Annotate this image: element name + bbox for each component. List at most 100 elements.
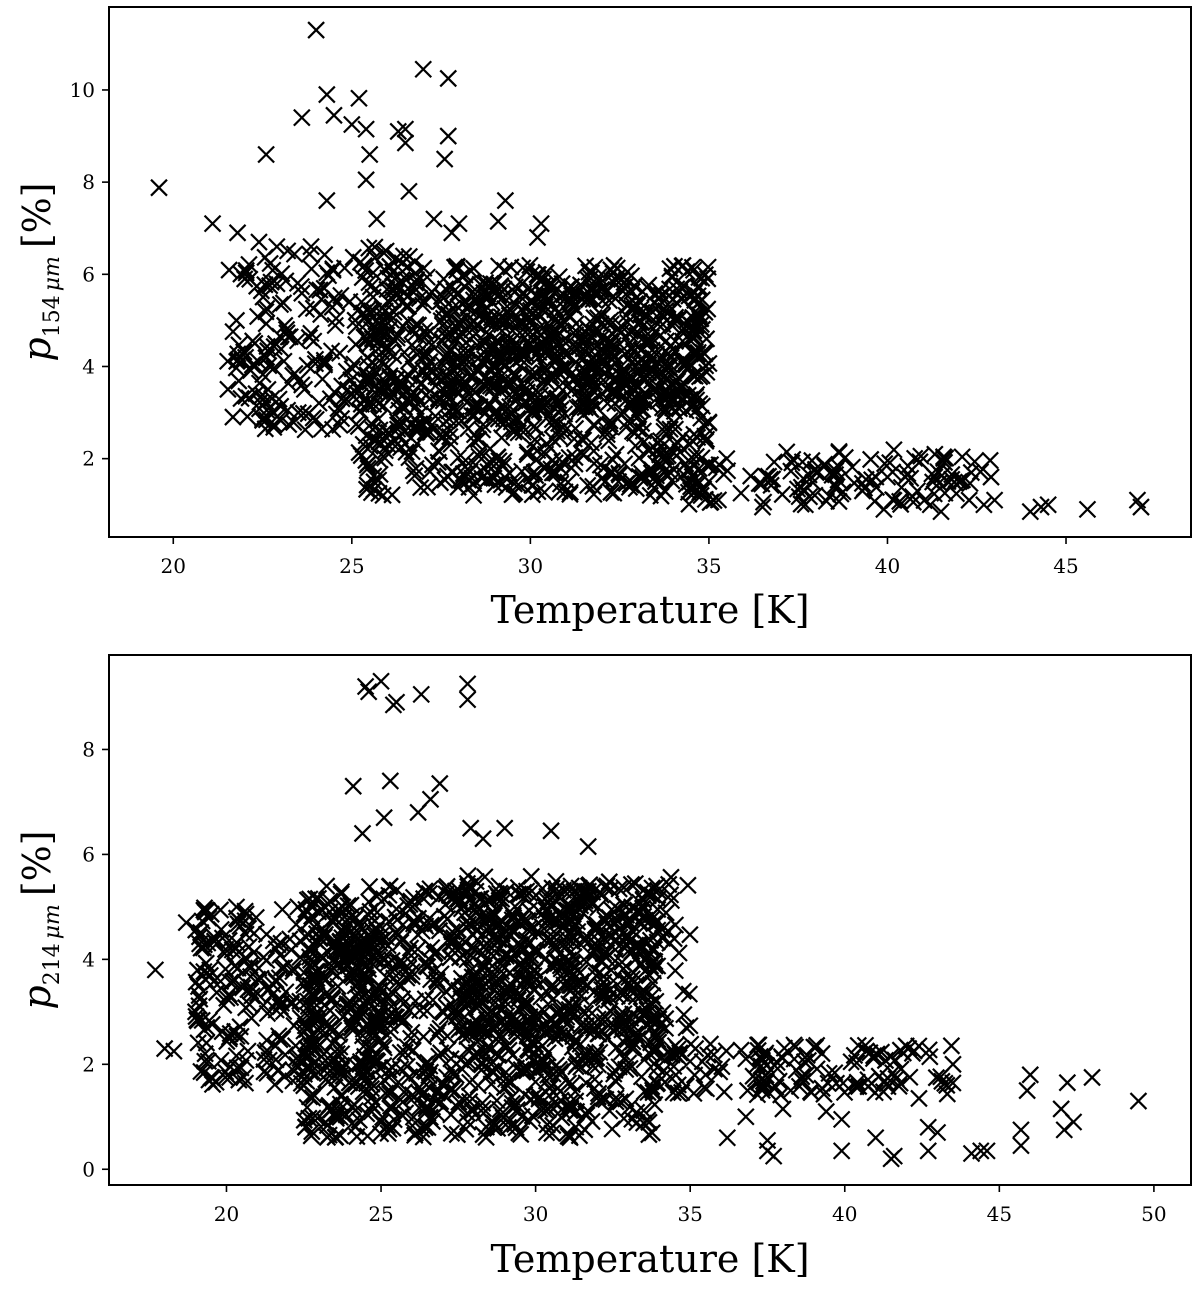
data-point-marker <box>601 411 619 430</box>
data-point-marker <box>773 485 792 504</box>
data-point-marker <box>362 414 381 433</box>
data-point-marker <box>287 915 305 934</box>
data-point-marker <box>399 352 418 370</box>
data-point-marker <box>653 315 672 334</box>
data-point-marker <box>598 394 617 413</box>
y-label-subscript-unit: μm <box>40 256 65 291</box>
data-point-marker <box>439 69 458 88</box>
data-point-marker <box>613 388 631 407</box>
data-point-marker <box>403 442 421 461</box>
data-point-marker <box>390 401 408 419</box>
data-point-marker <box>293 284 311 302</box>
data-point-marker <box>396 134 415 152</box>
data-point-marker <box>525 339 544 358</box>
data-point-marker <box>598 425 616 444</box>
data-point-marker <box>364 263 382 282</box>
data-point-marker <box>689 343 707 362</box>
y-label-symbol: p <box>15 337 59 361</box>
data-point-marker <box>878 468 897 486</box>
data-point-marker <box>265 359 283 377</box>
data-point-marker <box>687 391 706 409</box>
scatter-points-top <box>150 21 1150 521</box>
data-point-marker <box>666 961 685 980</box>
data-point-marker <box>489 212 508 231</box>
data-point-marker <box>324 990 342 1009</box>
data-point-marker <box>551 366 570 384</box>
panel-bottom: 20 25 30 35 40 45 50 0 2 4 6 8 Temperature [K] p21… <box>15 654 1192 1281</box>
data-point-marker <box>853 482 872 500</box>
data-point-marker <box>360 145 379 164</box>
data-point-marker <box>414 60 433 78</box>
data-point-marker <box>381 772 400 790</box>
plot-frame-top <box>108 6 1192 538</box>
data-point-marker <box>418 268 436 286</box>
data-point-marker <box>584 279 602 298</box>
data-point-marker <box>629 420 648 438</box>
data-point-marker <box>549 349 568 368</box>
data-point-marker <box>324 259 342 278</box>
data-point-marker <box>682 448 701 467</box>
y-label-symbol: p <box>15 985 59 1009</box>
x-tick-label: 30 <box>518 554 543 578</box>
y-tick-label: 0 <box>82 1157 95 1181</box>
data-point-marker <box>444 463 462 481</box>
data-point-marker <box>348 1127 366 1146</box>
data-point-marker <box>458 690 477 709</box>
data-point-marker <box>761 470 780 489</box>
x-tick-label: 45 <box>1053 554 1078 578</box>
data-point-marker <box>616 361 635 380</box>
data-point-marker <box>942 1037 961 1055</box>
data-point-marker <box>522 867 540 886</box>
data-point-marker <box>679 876 697 895</box>
data-point-marker <box>275 352 293 371</box>
y-tick-label: 8 <box>82 170 95 194</box>
data-point-marker <box>451 353 469 372</box>
data-point-marker <box>928 1123 947 1142</box>
data-point-marker <box>462 314 480 333</box>
data-point-marker <box>535 322 554 340</box>
data-point-marker <box>919 1142 938 1160</box>
data-point-marker <box>697 430 716 449</box>
data-point-marker <box>506 278 525 296</box>
data-point-marker <box>366 248 384 267</box>
data-point-marker <box>536 445 555 464</box>
data-point-marker <box>379 343 398 362</box>
data-point-marker <box>825 463 843 482</box>
data-point-marker <box>551 482 569 500</box>
data-point-marker <box>659 446 677 465</box>
data-point-marker <box>369 471 388 489</box>
data-point-marker <box>896 468 915 486</box>
data-point-marker <box>502 340 521 359</box>
data-point-marker <box>303 1089 322 1107</box>
data-point-marker <box>357 120 375 138</box>
data-point-marker <box>660 280 679 298</box>
data-point-marker <box>275 316 294 335</box>
data-point-marker <box>832 1110 851 1129</box>
data-point-marker <box>274 294 293 312</box>
data-point-marker <box>494 399 513 417</box>
data-point-marker <box>467 396 485 415</box>
data-point-marker <box>308 280 326 299</box>
data-point-marker <box>583 328 602 347</box>
data-point-marker <box>518 445 537 464</box>
data-point-marker <box>692 269 711 287</box>
data-point-marker <box>342 371 360 389</box>
data-point-marker <box>545 463 564 482</box>
data-point-marker <box>405 325 424 343</box>
data-point-marker <box>264 418 283 437</box>
data-point-marker <box>520 1112 539 1131</box>
data-point-marker <box>431 774 449 793</box>
data-point-marker <box>328 293 346 312</box>
data-point-marker <box>496 191 515 210</box>
data-point-marker <box>411 328 429 347</box>
data-point-marker <box>1064 1113 1083 1131</box>
data-point-marker <box>360 336 378 354</box>
data-point-marker <box>384 347 403 365</box>
y-tick-label: 2 <box>82 447 95 471</box>
data-point-marker <box>681 1035 700 1054</box>
data-point-marker <box>218 352 237 371</box>
data-point-marker <box>598 313 617 332</box>
data-point-marker <box>359 1038 377 1057</box>
data-point-marker <box>608 268 627 286</box>
data-point-marker <box>679 359 698 378</box>
